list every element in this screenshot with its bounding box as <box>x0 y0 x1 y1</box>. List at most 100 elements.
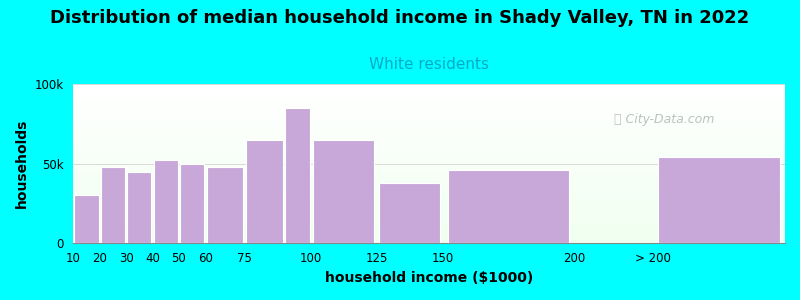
Bar <box>74 172 785 173</box>
Bar <box>74 93 785 94</box>
Bar <box>74 223 785 224</box>
Bar <box>74 85 785 86</box>
Bar <box>74 189 785 190</box>
Bar <box>74 241 785 242</box>
Bar <box>74 194 785 195</box>
Bar <box>74 133 785 134</box>
Bar <box>74 219 785 220</box>
Y-axis label: households: households <box>15 119 29 208</box>
Bar <box>74 134 785 135</box>
Bar <box>74 155 785 156</box>
Bar <box>74 185 785 186</box>
Bar <box>127 172 151 243</box>
Bar <box>74 118 785 119</box>
Bar <box>74 176 785 177</box>
Bar <box>74 165 785 166</box>
Bar <box>74 140 785 141</box>
Bar <box>74 209 785 210</box>
Bar <box>74 144 785 145</box>
Bar <box>74 143 785 144</box>
Bar <box>74 117 785 118</box>
Bar <box>74 206 785 207</box>
Bar <box>74 120 785 121</box>
Bar <box>74 208 785 209</box>
Bar <box>74 198 785 199</box>
Bar <box>74 230 785 231</box>
Bar <box>74 97 785 98</box>
Bar <box>180 164 204 243</box>
Bar <box>74 105 785 106</box>
Bar <box>74 214 785 215</box>
Bar <box>74 136 785 137</box>
Text: ⓘ City-Data.com: ⓘ City-Data.com <box>614 113 714 126</box>
Bar <box>74 123 785 124</box>
Bar <box>74 110 785 111</box>
Bar <box>74 180 785 181</box>
Bar <box>74 229 785 230</box>
Bar <box>74 115 785 116</box>
Bar <box>74 100 785 101</box>
Bar <box>74 132 785 133</box>
Bar <box>74 116 785 117</box>
Bar <box>74 193 785 194</box>
Bar <box>314 140 374 243</box>
Bar <box>74 98 785 99</box>
Bar <box>74 227 785 228</box>
Bar <box>74 157 785 158</box>
Bar <box>101 167 125 243</box>
Bar <box>74 158 785 159</box>
Text: White residents: White residents <box>370 57 490 72</box>
Bar <box>74 195 98 243</box>
Bar <box>74 122 785 123</box>
Bar <box>74 187 785 188</box>
Bar <box>74 197 785 198</box>
Bar <box>74 161 785 162</box>
Bar <box>74 127 785 128</box>
Bar <box>246 140 282 243</box>
Bar <box>74 92 785 93</box>
Bar <box>154 160 178 243</box>
Bar <box>74 225 785 226</box>
Bar <box>74 102 785 103</box>
Bar <box>74 175 785 176</box>
Bar <box>74 188 785 189</box>
Bar <box>74 207 785 208</box>
Bar <box>74 99 785 100</box>
Bar <box>74 125 785 126</box>
Bar <box>74 164 785 165</box>
Bar <box>74 191 785 192</box>
Bar <box>74 218 785 219</box>
Bar <box>74 138 785 139</box>
Bar <box>74 222 785 223</box>
Bar <box>74 119 785 120</box>
Bar <box>74 162 785 163</box>
Bar <box>74 150 785 151</box>
Bar <box>74 242 785 243</box>
Bar <box>74 160 785 161</box>
Bar <box>74 170 785 171</box>
Bar <box>74 220 785 221</box>
Bar <box>74 88 785 89</box>
Bar <box>74 200 785 201</box>
Bar <box>74 151 785 152</box>
Bar <box>74 109 785 110</box>
Bar <box>74 235 785 236</box>
Bar <box>658 157 780 243</box>
Bar <box>74 139 785 140</box>
Bar <box>74 101 785 102</box>
Bar <box>74 204 785 205</box>
Bar <box>74 167 785 168</box>
Bar <box>74 239 785 240</box>
Bar <box>74 128 785 129</box>
Bar <box>74 156 785 157</box>
Bar <box>74 148 785 149</box>
Bar <box>74 234 785 235</box>
Bar <box>74 232 785 233</box>
Bar <box>74 199 785 200</box>
Bar <box>74 240 785 241</box>
Bar <box>74 169 785 170</box>
Bar <box>74 89 785 90</box>
Bar <box>74 137 785 138</box>
Bar <box>74 106 785 107</box>
Bar <box>74 231 785 232</box>
